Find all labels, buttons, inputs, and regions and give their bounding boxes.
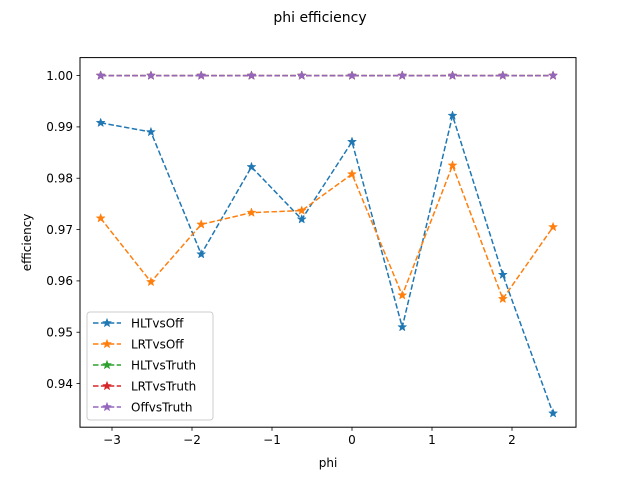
legend: HLTvsOff LRTvsOff HLTvsTruth LRTvsTruth Offv…: [86, 311, 214, 421]
legend-label: HLTvsOff: [131, 317, 184, 331]
data-point: [296, 205, 307, 215]
series-LRTvsOff: [95, 160, 559, 304]
series-HLTvsOff: [95, 110, 559, 418]
plot-frame: [79, 57, 577, 428]
series-line: [100, 112, 554, 414]
data-point: [397, 289, 408, 300]
data-point: [145, 276, 156, 287]
data-point: [548, 70, 559, 80]
data-point: [397, 70, 408, 80]
plot-layer: [95, 70, 559, 418]
legend-box: [86, 311, 214, 421]
legend-label: LRTvsOff: [131, 338, 184, 352]
x-tick-label: −1: [263, 433, 281, 447]
y-tick-label: 0.94: [46, 377, 73, 391]
x-tick-label: −2: [183, 433, 201, 447]
legend-item: LRTvsOff: [93, 338, 184, 352]
data-point: [246, 70, 257, 80]
legend-item: HLTvsOff: [93, 317, 184, 331]
legend-item: OffvsTruth: [93, 401, 192, 415]
data-point: [196, 248, 207, 259]
legend-label: OffvsTruth: [131, 401, 192, 415]
data-point: [95, 212, 106, 223]
data-point: [447, 70, 458, 80]
x-axis-label: phi: [319, 456, 338, 470]
x-tick-label: 0: [348, 433, 356, 447]
legend-item: HLTvsTruth: [93, 359, 196, 373]
y-axis-ticks: 0.94 0.95 0.96 0.97 0.98 0.99 1.00: [46, 69, 80, 391]
x-tick-label: −3: [103, 433, 121, 447]
data-point: [145, 70, 156, 80]
data-point: [397, 321, 408, 332]
chart-title: phi efficiency: [273, 10, 366, 26]
data-point: [196, 219, 207, 229]
data-point: [95, 70, 106, 80]
legend-marker: [101, 338, 113, 349]
x-tick-label: 2: [508, 433, 516, 447]
y-tick-label: 0.95: [46, 326, 73, 340]
data-point: [296, 213, 307, 224]
data-point: [296, 70, 307, 80]
data-point: [447, 110, 458, 120]
data-point: [145, 126, 156, 137]
x-axis-ticks: −3 −2 −1 0 1 2: [103, 427, 516, 447]
data-point: [246, 161, 257, 172]
series-line: [100, 163, 554, 301]
y-axis-label: efficiency: [20, 214, 34, 272]
y-tick-label: 0.99: [46, 120, 73, 134]
data-point: [346, 168, 358, 179]
legend-marker: [101, 401, 113, 412]
legend-label: LRTvsTruth: [131, 380, 196, 394]
data-point: [497, 269, 508, 280]
legend-label: HLTvsTruth: [131, 359, 196, 373]
data-point: [246, 207, 257, 217]
y-tick-label: 0.97: [46, 223, 73, 237]
data-point: [196, 70, 207, 80]
y-tick-label: 1.00: [46, 69, 73, 83]
data-point: [346, 70, 358, 80]
legend-item: LRTvsTruth: [93, 380, 196, 394]
legend-marker: [101, 359, 113, 370]
data-point: [95, 117, 106, 128]
data-point: [497, 70, 508, 80]
legend-marker: [101, 317, 113, 328]
data-point: [548, 408, 559, 418]
data-point: [447, 160, 458, 170]
y-tick-label: 0.98: [46, 172, 73, 186]
x-tick-label: 1: [428, 433, 436, 447]
y-tick-label: 0.96: [46, 274, 73, 288]
data-point: [548, 221, 559, 232]
legend-marker: [101, 380, 113, 391]
data-point: [346, 136, 358, 147]
data-point: [497, 293, 508, 304]
series-OffvsTruth: [95, 70, 559, 80]
